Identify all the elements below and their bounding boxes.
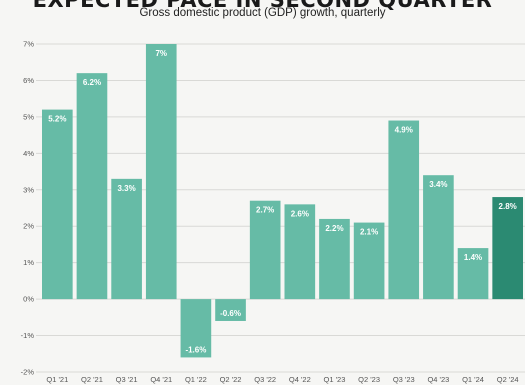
x-tick-label: Q1 '22	[185, 375, 207, 384]
bar	[249, 200, 281, 300]
y-tick-label: 4%	[23, 149, 34, 158]
bar	[423, 175, 454, 300]
x-tick-label: Q3 '22	[254, 375, 276, 384]
bar	[42, 109, 73, 300]
bar	[319, 218, 350, 300]
data-label: 2.2%	[325, 224, 343, 233]
y-tick-label: 1%	[23, 258, 34, 267]
data-label: 5.2%	[48, 115, 66, 124]
data-label: 4.9%	[395, 126, 413, 135]
data-label: 3.4%	[429, 180, 447, 189]
chart-subtitle: Gross domestic product (GDP) growth, qua…	[139, 7, 386, 19]
x-tick-label: Q2 '23	[358, 375, 380, 384]
data-label: 3.3%	[117, 184, 135, 193]
x-tick-label: Q2 '24	[497, 375, 519, 384]
data-label: 1.4%	[464, 253, 482, 262]
bar	[145, 44, 177, 300]
bar	[492, 197, 523, 300]
data-label: 2.8%	[499, 202, 517, 211]
y-tick-label: 3%	[23, 185, 34, 194]
bar	[180, 299, 212, 358]
chart-title: EXPECTED PACE IN SECOND QUARTER	[32, 0, 493, 12]
x-tick-label: Q4 '21	[150, 375, 172, 384]
y-tick-label: 6%	[23, 76, 34, 85]
data-label: 7%	[155, 49, 167, 58]
data-label: 6.2%	[83, 78, 101, 87]
x-tick-label: Q4 '23	[427, 375, 449, 384]
x-tick-label: Q1 '24	[462, 375, 484, 384]
data-label: 2.6%	[291, 209, 309, 218]
bar	[353, 222, 385, 300]
bar	[111, 178, 142, 300]
data-label: 2.1%	[360, 228, 378, 237]
x-tick-label: Q1 '23	[324, 375, 346, 384]
bar	[215, 299, 246, 321]
bar	[457, 248, 489, 300]
bar	[284, 204, 316, 300]
y-tick-label: 0%	[23, 295, 34, 304]
data-label: 2.7%	[256, 206, 274, 215]
bar	[76, 73, 108, 300]
x-tick-label: Q3 '21	[116, 375, 138, 384]
y-tick-label: 5%	[23, 112, 34, 121]
data-label: -1.6%	[185, 345, 206, 354]
bar	[388, 120, 420, 300]
y-axis-ticks: -2% -1% 0% 1% 2% 3% 4% 5% 6% 7%	[21, 40, 35, 377]
x-tick-label: Q3 '23	[393, 375, 415, 384]
x-axis-ticks: Q1 '21 Q2 '21 Q3 '21 Q4 '21 Q1 '22 Q2 '22 Q3 '…	[46, 375, 518, 384]
x-tick-label: Q1 '21	[46, 375, 68, 384]
data-labels: 5.2% 6.2% 3.3% 7% -1.6% -0.6% 2.7% 2.6% 2.2% 2.1%…	[48, 49, 517, 354]
y-tick-label: 7%	[23, 40, 34, 49]
data-label: -0.6%	[220, 309, 241, 318]
y-tick-label: 2%	[23, 222, 34, 231]
y-tick-label: -1%	[21, 331, 35, 340]
bars	[42, 44, 523, 358]
x-tick-label: Q2 '21	[81, 375, 103, 384]
y-tick-label: -2%	[21, 368, 35, 377]
x-tick-label: Q4 '22	[289, 375, 311, 384]
x-tick-label: Q2 '22	[220, 375, 242, 384]
